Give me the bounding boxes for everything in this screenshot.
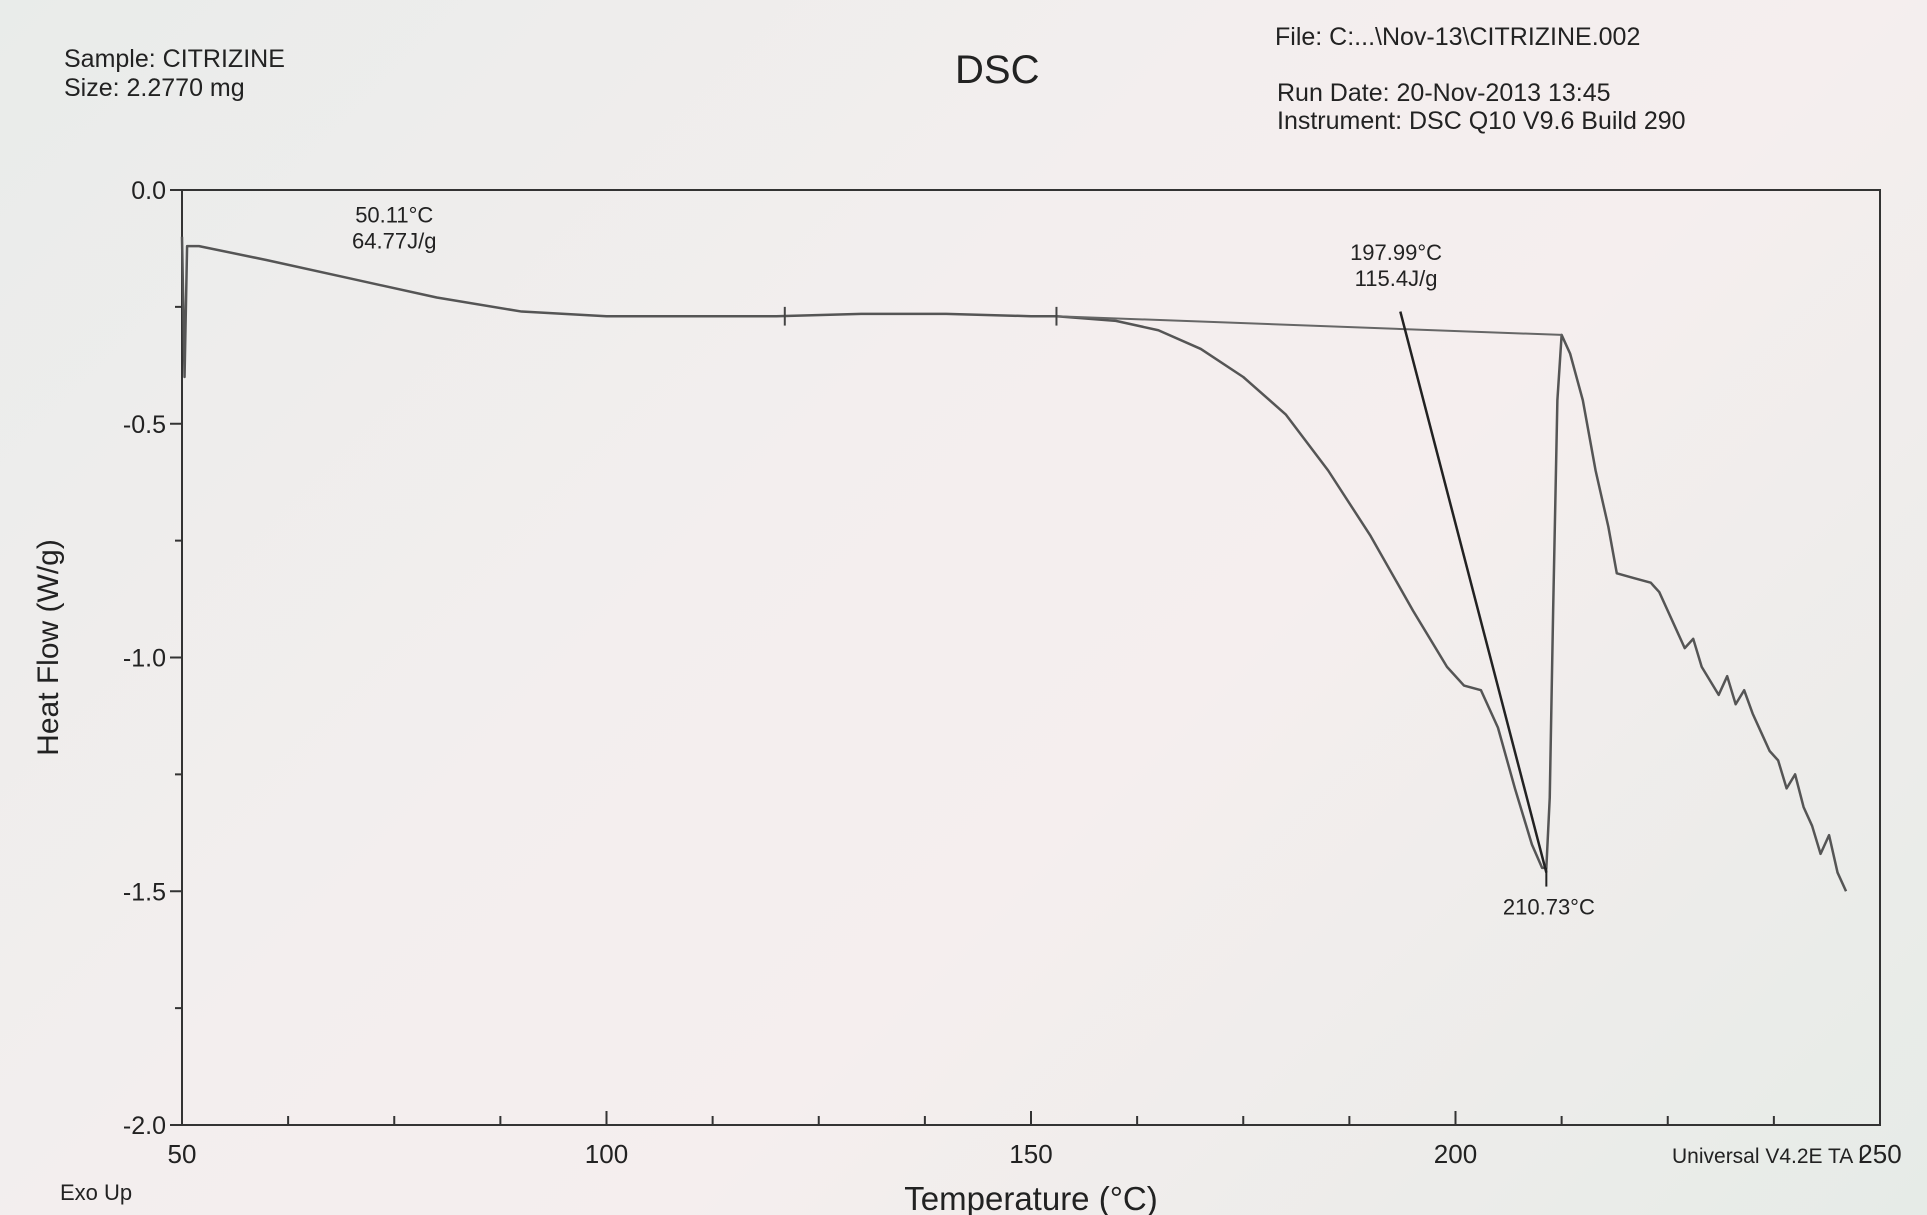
x-tick-label: 50 — [168, 1139, 197, 1169]
x-tick-label: 150 — [1009, 1139, 1052, 1169]
onset-tangent-line — [1399, 311, 1548, 873]
sample-label: Sample: CITRIZINE — [64, 45, 285, 73]
annotation-label: 115.4J/g — [1355, 266, 1438, 291]
file-label: File: C:...\Nov-13\CITRIZINE.002 — [1275, 23, 1641, 51]
x-tick-label: 250 — [1858, 1139, 1901, 1169]
x-tick-label: 100 — [585, 1139, 628, 1169]
software-label: Universal V4.2E TA I — [1672, 1145, 1864, 1168]
size-label: Size: 2.2770 mg — [64, 74, 245, 102]
annotation-label: 50.11°C — [355, 203, 433, 228]
annotation-label: 197.99°C — [1350, 240, 1442, 265]
x-axis-label: Temperature (°C) — [904, 1180, 1157, 1215]
heat-flow-curve — [180, 236, 1848, 892]
y-tick-label: -2.0 — [123, 1112, 166, 1140]
instrument-label: Instrument: DSC Q10 V9.6 Build 290 — [1277, 107, 1686, 135]
y-tick-label: 0.0 — [131, 177, 166, 205]
run-date-label: Run Date: 20-Nov-2013 13:45 — [1277, 79, 1611, 107]
integration-baseline — [1056, 315, 1562, 336]
y-tick-label: -1.5 — [123, 878, 166, 906]
chart-title: DSC — [955, 48, 1040, 92]
y-tick-label: -1.0 — [123, 645, 166, 673]
plot-frame — [181, 189, 1881, 1126]
y-tick-label: -0.5 — [123, 411, 166, 439]
y-axis-label: Heat Flow (W/g) — [32, 539, 65, 756]
annotation-label: 210.73°C — [1503, 895, 1595, 920]
annotation-label: 64.77J/g — [352, 229, 436, 254]
x-tick-label: 200 — [1434, 1139, 1477, 1169]
exo-up-label: Exo Up — [60, 1180, 133, 1205]
